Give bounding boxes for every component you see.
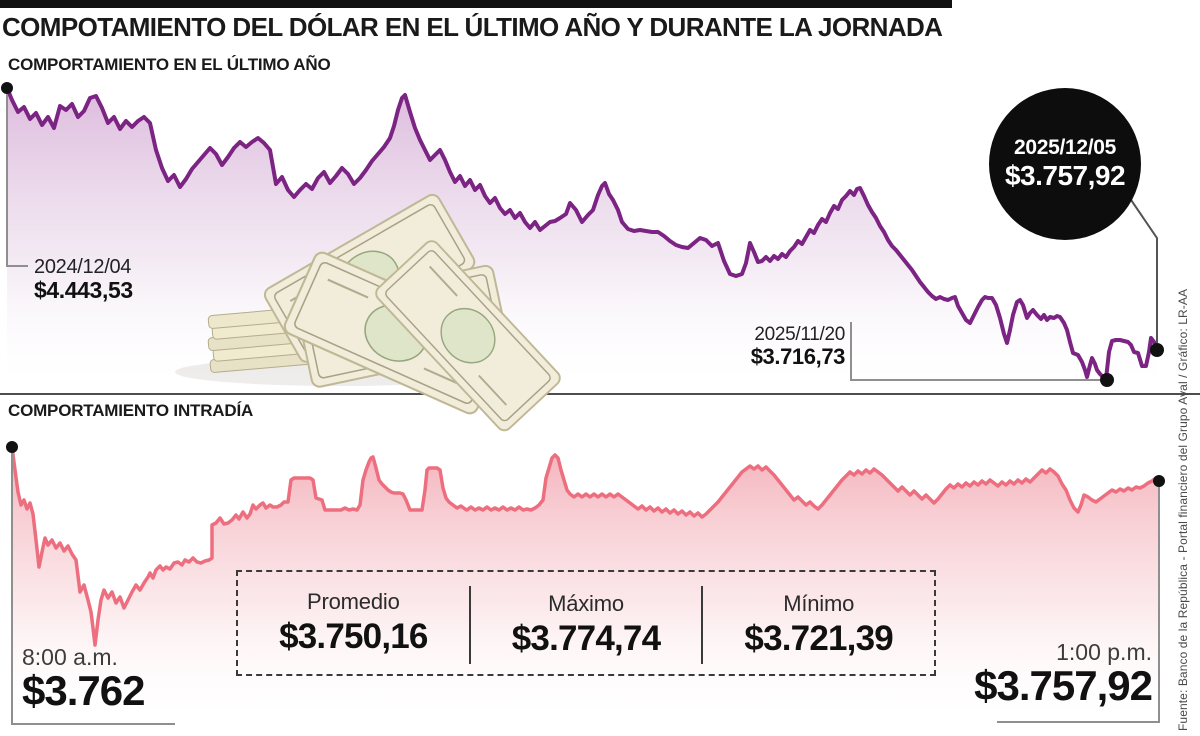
stat-minimo-label: Mínimo [783, 591, 855, 616]
yearly-min-date: 2025/11/20 [754, 324, 845, 345]
latest-date: 2025/12/05 [1013, 136, 1117, 159]
yearly-min-value: $3.716,73 [750, 344, 846, 370]
stat-minimo-value: $3.721,39 [744, 619, 893, 658]
yearly-end-dot [1150, 343, 1164, 357]
stat-maximo-label: Máximo [548, 591, 624, 616]
latest-value-badge: 2025/12/05 $3.757,92 [989, 88, 1141, 240]
intraday-area-fill [12, 447, 1159, 726]
intraday-end-dot [1153, 475, 1165, 487]
dollar-bills-illustration [175, 191, 564, 435]
stat-promedio-label: Promedio [307, 589, 400, 614]
yearly-start-date: 2024/12/04 [34, 256, 132, 278]
yearly-start-dot [1, 82, 13, 94]
yearly-min-dot [1100, 373, 1114, 387]
intraday-close-annotation: 1:00 p.m. $3.757,92 [900, 639, 1153, 710]
latest-value: $3.757,92 [1004, 160, 1126, 191]
yearly-start-annotation: 2024/12/04 $4.443,53 [34, 256, 133, 304]
yearly-min-bracket [850, 322, 1100, 381]
intraday-open-annotation: 8:00 a.m. $3.762 [22, 644, 145, 715]
yearly-area-fill [7, 88, 1157, 392]
intraday-close-value: $3.757,92 [974, 662, 1153, 710]
source-credit: Fuente: Banco de la República - Portal f… [1176, 288, 1190, 731]
stat-minimo: Mínimo $3.721,39 [701, 586, 934, 664]
intraday-stats-box: Promedio $3.750,16 Máximo $3.774,74 Míni… [236, 570, 936, 676]
page-title: COMPOTAMIENTO DEL DÓLAR EN EL ÚLTIMO AÑO… [2, 12, 943, 42]
intraday-open-bracket [11, 452, 175, 725]
stat-promedio: Promedio $3.750,16 [238, 572, 469, 674]
intraday-line-path [10, 445, 1161, 647]
section-divider [0, 393, 1200, 395]
top-black-bar [0, 0, 952, 8]
yearly-chart-label: COMPORTAMIENTO EN EL ÚLTIMO AÑO [8, 55, 331, 74]
intraday-close-bracket [997, 486, 1160, 723]
intraday-open-value: $3.762 [22, 667, 145, 715]
intraday-chart-label: COMPORTAMIENTO INTRADÍA [8, 401, 254, 420]
intraday-open-time: 8:00 a.m. [22, 644, 118, 670]
intraday-start-dot [6, 441, 18, 453]
stat-promedio-value: $3.750,16 [279, 617, 428, 656]
intraday-close-time: 1:00 p.m. [1056, 639, 1152, 665]
stat-maximo-value: $3.774,74 [511, 619, 661, 658]
stat-maximo: Máximo $3.774,74 [468, 586, 702, 664]
yearly-start-bracket [6, 93, 28, 267]
badge-connector [1126, 193, 1158, 343]
yearly-line-path [5, 86, 1159, 381]
yearly-min-annotation: 2025/11/20 $3.716,73 [700, 324, 846, 370]
yearly-start-value: $4.443,53 [34, 277, 133, 304]
